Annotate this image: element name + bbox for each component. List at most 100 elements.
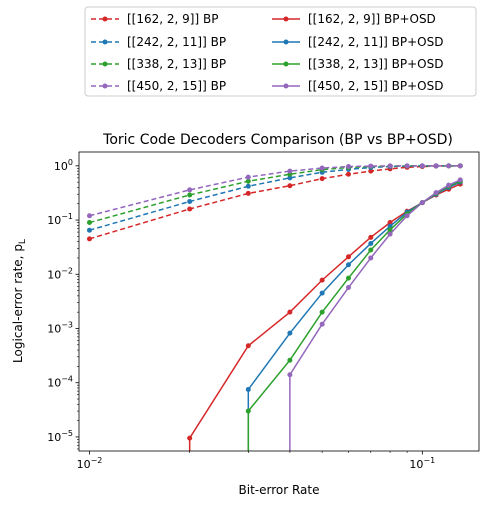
data-point (187, 198, 193, 204)
y-tick-label: 10−2 (47, 266, 73, 281)
data-point (187, 187, 193, 193)
y-axis-label-main: Logical-error rate, p (11, 244, 25, 363)
data-point (287, 330, 293, 336)
legend-label: [[242, 2, 11]] BP (127, 35, 226, 49)
y-tick-base: 10 (47, 377, 61, 390)
legend-label: [[242, 2, 11]] BP+OSD (308, 35, 443, 49)
data-point (387, 231, 393, 237)
data-point (387, 163, 393, 169)
data-point (287, 168, 293, 174)
data-point (287, 175, 293, 181)
plot-frame (78, 151, 480, 452)
data-point (287, 372, 293, 378)
data-point (245, 190, 251, 196)
data-point (387, 223, 393, 229)
data-point (245, 178, 251, 184)
y-tick-base: 10 (47, 214, 61, 227)
data-point (187, 192, 193, 198)
data-point (245, 343, 251, 349)
legend-label: [[338, 2, 13]] BP (127, 57, 226, 71)
data-point (287, 357, 293, 363)
legend-swatch-marker (283, 83, 289, 89)
data-point (387, 227, 393, 233)
y-axis-label-subscript: L (18, 239, 28, 244)
data-point (345, 285, 351, 291)
data-point (345, 171, 351, 177)
data-point (287, 309, 293, 315)
legend-swatch-marker (102, 83, 108, 89)
legend-entry: [[242, 2, 11]] BP (91, 35, 226, 49)
y-tick-exponent: −2 (61, 266, 73, 275)
legend-label: [[162, 2, 9]] BP (127, 12, 218, 26)
x-tick-label: 10−2 (77, 456, 103, 471)
y-tick-exponent: 0 (68, 158, 73, 167)
data-point (319, 321, 325, 327)
data-point (287, 183, 293, 189)
y-tick-label: 100 (54, 158, 73, 173)
data-point (368, 240, 374, 246)
data-point (345, 262, 351, 268)
y-tick-base: 10 (54, 160, 68, 173)
data-point (368, 247, 374, 253)
data-point (368, 234, 374, 240)
legend-entry: [[242, 2, 11]] BP+OSD (272, 35, 443, 49)
x-tick-label: 10−1 (409, 456, 435, 471)
data-point (319, 290, 325, 296)
series-bp-3 (86, 163, 463, 219)
legend-entry: [[338, 2, 13]] BP (91, 57, 226, 71)
x-axis-label: Bit-error Rate (239, 483, 320, 497)
y-tick-label: 10−1 (47, 212, 73, 227)
legend-label: [[162, 2, 9]] BP+OSD (308, 12, 436, 26)
data-point (404, 213, 410, 219)
data-point (419, 200, 425, 206)
x-tick-exponent: −2 (91, 456, 103, 465)
x-tick-exponent: −1 (423, 456, 435, 465)
data-point (245, 408, 251, 414)
legend-frame (84, 6, 477, 97)
data-point (446, 182, 452, 188)
data-point (86, 213, 92, 219)
legend: [[162, 2, 9]] BP [[242, 2, 11]] BP [[338, … (84, 6, 477, 97)
legend-swatch-marker (283, 61, 289, 67)
y-tick-exponent: −4 (61, 375, 73, 384)
legend-swatch-marker (102, 61, 108, 67)
series-layer (86, 163, 463, 451)
data-point (446, 163, 452, 169)
data-point (245, 174, 251, 180)
data-point (187, 435, 193, 441)
legend-swatch-marker (102, 39, 108, 45)
data-point (433, 163, 439, 169)
data-point (86, 220, 92, 226)
data-point (368, 168, 374, 174)
y-tick-label: 10−3 (47, 320, 73, 335)
legend-swatch-marker (283, 39, 289, 45)
legend-entry: [[450, 2, 15]] BP+OSD (272, 79, 443, 93)
x-tick-base: 10 (77, 458, 91, 471)
legend-entry: [[162, 2, 9]] BP+OSD (272, 12, 436, 26)
data-point (368, 255, 374, 261)
y-axis-label: Logical-error rate, pL (11, 239, 28, 363)
legend-entry: [[162, 2, 9]] BP (91, 12, 218, 26)
data-point (187, 206, 193, 212)
y-tick-exponent: −1 (61, 212, 73, 221)
legend-swatch-marker (283, 16, 289, 22)
y-tick-base: 10 (47, 431, 61, 444)
data-point (319, 176, 325, 182)
y-tick-exponent: −3 (61, 320, 73, 329)
y-tick-label: 10−5 (47, 429, 73, 444)
y-tick-base: 10 (47, 268, 61, 281)
data-point (368, 163, 374, 169)
data-point (319, 277, 325, 283)
data-point (404, 163, 410, 169)
legend-label: [[450, 2, 15]] BP (127, 79, 226, 93)
data-point (419, 163, 425, 169)
y-tick-label: 10−4 (47, 375, 73, 390)
data-point (345, 164, 351, 170)
data-point (319, 165, 325, 171)
legend-entry: [[338, 2, 13]] BP+OSD (272, 57, 443, 71)
data-point (345, 254, 351, 260)
legend-label: [[338, 2, 13]] BP+OSD (308, 57, 443, 71)
legend-label: [[450, 2, 15]] BP+OSD (308, 79, 443, 93)
y-tick-exponent: −5 (61, 429, 73, 438)
